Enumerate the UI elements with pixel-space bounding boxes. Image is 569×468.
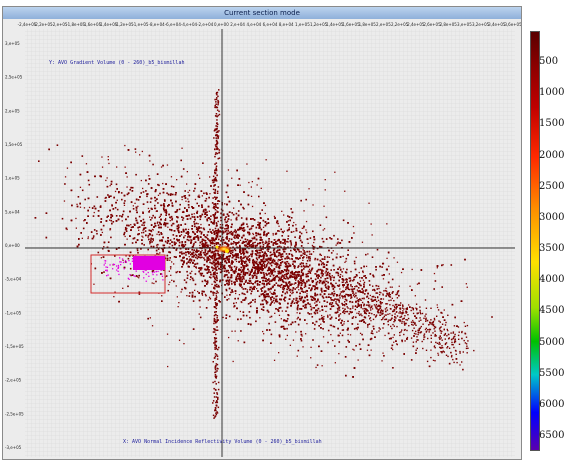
y-axis-tick-labels: 3,e+05 2,5e+05 2,e+05 1,5e+05 1,e+05 5,e+04 0,… (5, 41, 24, 450)
selection-box[interactable] (90, 254, 166, 294)
hotspot-core (225, 249, 229, 253)
x-tick-label: 3,e+05 (457, 22, 472, 27)
colorbar: 500 1000 1500 2000 2500 3000 3500 4000 4500 5000 5… (527, 0, 569, 468)
x-axis-caption: X: AVO Normal Incidence Reflectivity Vol… (123, 439, 322, 445)
selection-highlight (133, 256, 165, 270)
x-tick-label: -4,e+04 (181, 22, 198, 27)
y-tick-label: 1,e+05 (5, 176, 20, 181)
y-axis-caption: Y: AVO Gradient Volume (0 - 260)_b5_bism… (49, 60, 184, 66)
y-tick-label: -1,5e+05 (5, 344, 24, 349)
x-tick-label: -8,e+04 (149, 22, 166, 27)
x-tick-label: 1,4e+05 (326, 22, 344, 27)
y-tick-label: -2,5e+05 (5, 411, 24, 416)
x-tick-label: 2,e+05 (376, 22, 391, 27)
y-tick-label: 1,5e+05 (5, 142, 23, 147)
x-tick-label: 3,4e+05 (488, 22, 506, 27)
x-tick-label: 1,2e+05 (310, 22, 328, 27)
y-tick-label: -1,e+05 (5, 310, 22, 315)
x-tick-label: -2,e+04 (197, 22, 214, 27)
x-tick-label: 4,e+04 (246, 22, 261, 27)
x-tick-label: 0,e+00 (214, 22, 229, 27)
y-tick-label: 3,e+05 (5, 41, 20, 46)
x-tick-label: 2,8e+05 (440, 22, 458, 27)
x-tick-label: 1,6e+05 (342, 22, 360, 27)
x-tick-label: -2,2e+05 (34, 22, 53, 27)
hotspot-core-2 (215, 245, 219, 249)
colorbar-label: 4000 (539, 274, 565, 286)
colorbar-gradient (530, 31, 540, 451)
colorbar-label: 4500 (539, 305, 565, 317)
x-tick-label: 1,8e+05 (359, 22, 377, 27)
x-tick-label: 3,6e+05 (504, 22, 521, 27)
colorbar-label: 2000 (539, 149, 565, 161)
x-tick-label: -1,4e+05 (99, 22, 118, 27)
colorbar-label: 2500 (539, 180, 565, 192)
x-tick-label: 8,e+04 (279, 22, 294, 27)
x-tick-label: -1,e+05 (132, 22, 149, 27)
colorbar-label: 3500 (539, 243, 565, 254)
x-tick-label: -1,8e+05 (66, 22, 85, 27)
colorbar-label: 1000 (539, 87, 565, 99)
colorbar-label: 500 (539, 56, 559, 67)
x-tick-label: -2,4e+05 (18, 22, 37, 27)
colorbar-label: 3000 (539, 211, 565, 223)
y-tick-label: -2,e+05 (5, 378, 22, 383)
y-tick-label: 2,e+05 (5, 108, 20, 113)
x-tick-label: 2,4e+05 (407, 22, 425, 27)
crossplot-window: Current section mode -2,4e+05 -2,2e+05 -2,… (2, 6, 522, 460)
x-tick-label: 2,e+04 (230, 22, 245, 27)
x-axis-tick-labels: -2,4e+05-2,2e+05-2,e+05-1,8e+05-1,6e+05-… (18, 22, 521, 27)
window-title: Current section mode (224, 9, 300, 17)
x-tick-label: 2,2e+05 (391, 22, 409, 27)
x-tick-label: -1,6e+05 (82, 22, 101, 27)
colorbar-label: 1500 (539, 118, 565, 130)
x-tick-label: -1,2e+05 (115, 22, 134, 27)
colorbar-label: 5500 (539, 367, 565, 379)
y-tick-label: -5,e+04 (5, 277, 22, 282)
y-tick-label: 5,e+04 (5, 209, 20, 214)
x-tick-label: 2,6e+05 (423, 22, 441, 27)
y-tick-label: -3,e+05 (5, 445, 22, 450)
crossplot-canvas[interactable]: -2,4e+05-2,2e+05-2,e+05-1,8e+05-1,6e+05-… (3, 19, 521, 459)
y-tick-label: 0,e+00 (5, 243, 20, 248)
x-tick-label: -2,e+05 (51, 22, 68, 27)
x-tick-label: -6,e+04 (165, 22, 182, 27)
y-tick-label: 2,5e+05 (5, 75, 23, 80)
x-tick-label: 1,e+05 (295, 22, 310, 27)
colorbar-label: 5000 (539, 336, 565, 348)
x-tick-label: 6,e+04 (263, 22, 278, 27)
colorbar-label: 6000 (539, 398, 565, 410)
vertical-spike (212, 89, 221, 419)
colorbar-label: 6500 (539, 430, 565, 441)
x-tick-label: 3,2e+05 (472, 22, 490, 27)
